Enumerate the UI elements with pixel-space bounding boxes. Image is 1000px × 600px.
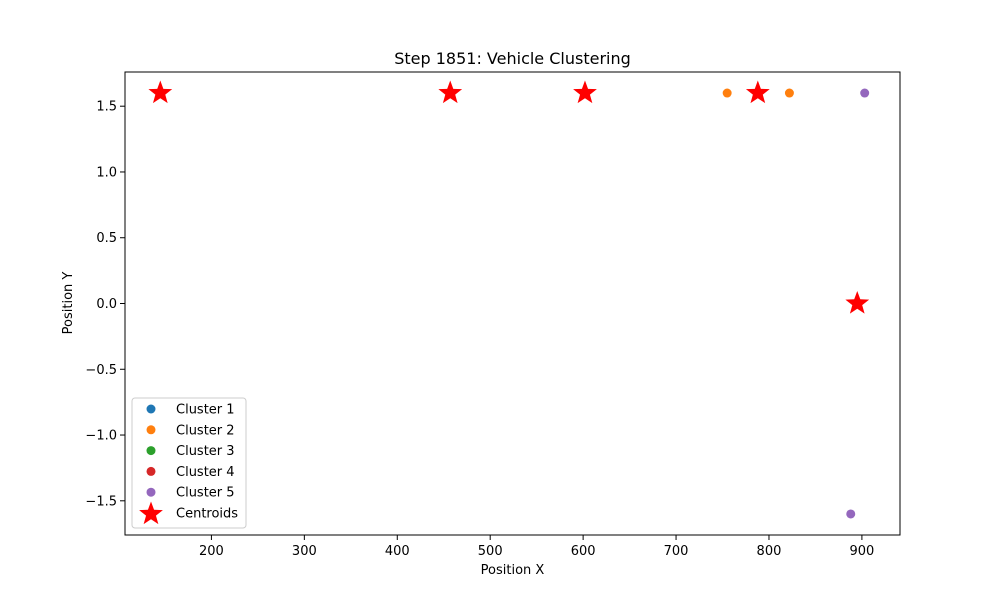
centroid-star bbox=[148, 80, 173, 104]
legend-marker bbox=[146, 446, 156, 456]
axes-frame bbox=[124, 71, 901, 536]
x-tick-label: 900 bbox=[849, 544, 874, 559]
y-axis-title: Position Y bbox=[61, 272, 76, 335]
x-axis-title: Position X bbox=[481, 563, 545, 578]
legend-label: Cluster 5 bbox=[176, 486, 235, 501]
legend-marker bbox=[146, 404, 156, 414]
legend-label: Cluster 3 bbox=[176, 444, 235, 459]
cluster-2-point bbox=[784, 88, 794, 98]
cluster-5-point bbox=[846, 509, 856, 519]
x-tick-label: 500 bbox=[478, 544, 503, 559]
y-tick-label: −1.5 bbox=[85, 494, 117, 509]
y-tick-label: 0.5 bbox=[96, 231, 117, 246]
legend-marker bbox=[146, 466, 156, 476]
y-tick-label: 1.5 bbox=[96, 100, 117, 115]
legend-marker bbox=[146, 425, 156, 435]
x-tick-label: 200 bbox=[199, 544, 224, 559]
x-tick-label: 700 bbox=[664, 544, 689, 559]
cluster-2-point bbox=[722, 88, 732, 98]
legend-box bbox=[131, 397, 247, 529]
centroid-star bbox=[573, 80, 597, 104]
y-tick-label: 0.0 bbox=[96, 297, 117, 312]
centroid-star bbox=[745, 80, 770, 104]
chart-title: Step 1851: Vehicle Clustering bbox=[394, 49, 631, 68]
plot-area: 200 300 400 500 600 700 800 900 −1.5 −1.0 −0.5 0.0 0… bbox=[85, 71, 901, 559]
legend-marker bbox=[146, 487, 156, 497]
x-tick-label: 300 bbox=[292, 544, 317, 559]
centroid-star bbox=[438, 80, 463, 104]
legend-label: Cluster 2 bbox=[176, 423, 235, 438]
x-tick-label: 600 bbox=[571, 544, 596, 559]
y-tick-label: −0.5 bbox=[85, 363, 117, 378]
legend-label: Centroids bbox=[176, 507, 238, 522]
legend-marker-star bbox=[139, 501, 163, 525]
x-tick-label: 800 bbox=[757, 544, 782, 559]
y-tick-label: 1.0 bbox=[96, 165, 117, 180]
x-tick-label: 400 bbox=[385, 544, 410, 559]
centroid-star bbox=[845, 291, 870, 314]
legend-label: Cluster 4 bbox=[176, 465, 235, 480]
cluster-5-point bbox=[860, 88, 870, 98]
y-tick-label: −1.0 bbox=[85, 429, 117, 444]
legend-label: Cluster 1 bbox=[176, 403, 235, 418]
